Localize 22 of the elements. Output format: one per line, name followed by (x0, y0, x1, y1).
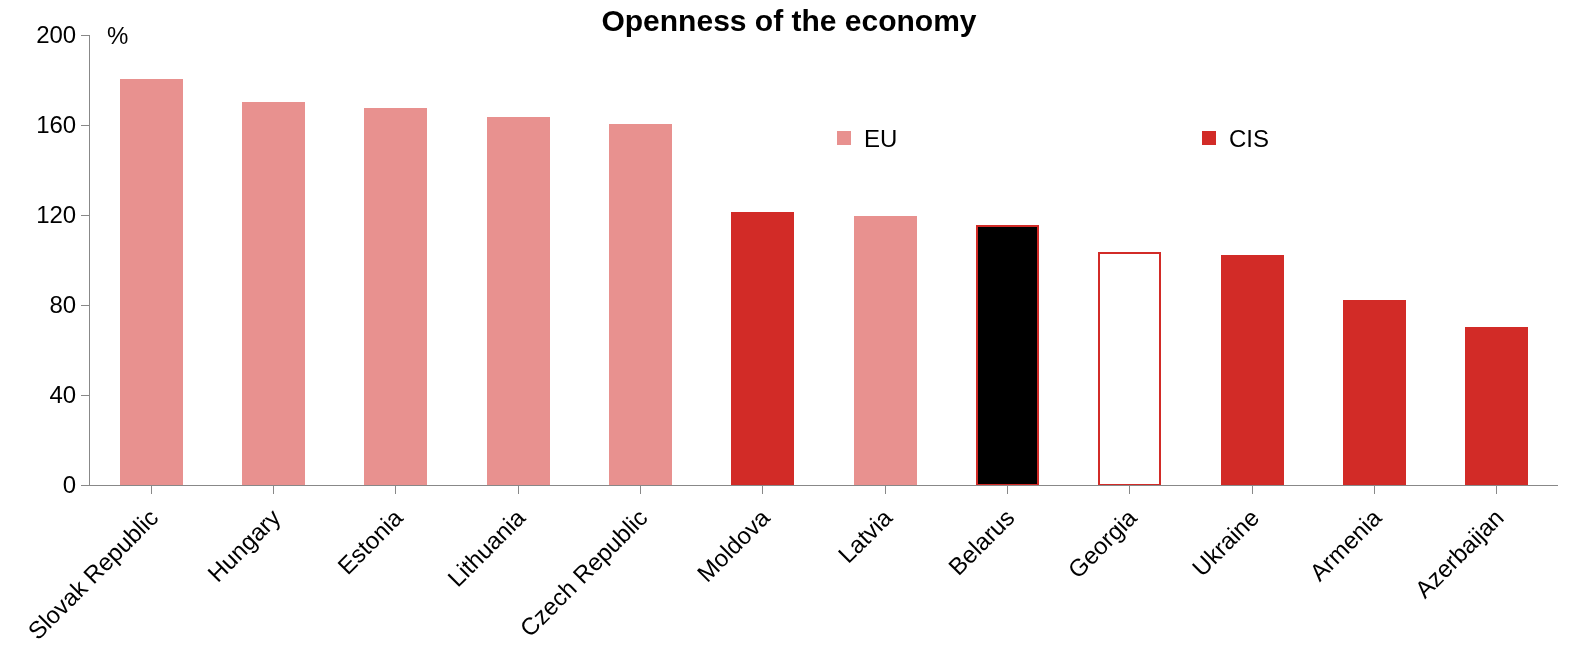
chart-title: Openness of the economy (601, 3, 977, 37)
bar (364, 108, 428, 485)
bar (1220, 254, 1284, 485)
y-tick-label: 120 (36, 201, 77, 229)
bar (1098, 252, 1162, 485)
legend-label: EU (864, 125, 898, 153)
bar (486, 117, 550, 485)
y-axis-title: % (107, 22, 129, 49)
bar (975, 225, 1040, 485)
y-tick-label: 200 (36, 21, 77, 49)
y-tick-label: 40 (49, 381, 77, 409)
bar (608, 124, 673, 485)
legend-label: CIS (1229, 125, 1270, 153)
y-tick-label: 160 (36, 111, 77, 139)
bar (241, 101, 306, 485)
y-tick-label: 0 (62, 471, 77, 499)
bar (731, 211, 795, 485)
y-tick-label: 80 (49, 291, 77, 319)
bar (1342, 299, 1407, 485)
bar (853, 216, 917, 485)
bar (119, 79, 183, 485)
bar (1465, 326, 1529, 485)
